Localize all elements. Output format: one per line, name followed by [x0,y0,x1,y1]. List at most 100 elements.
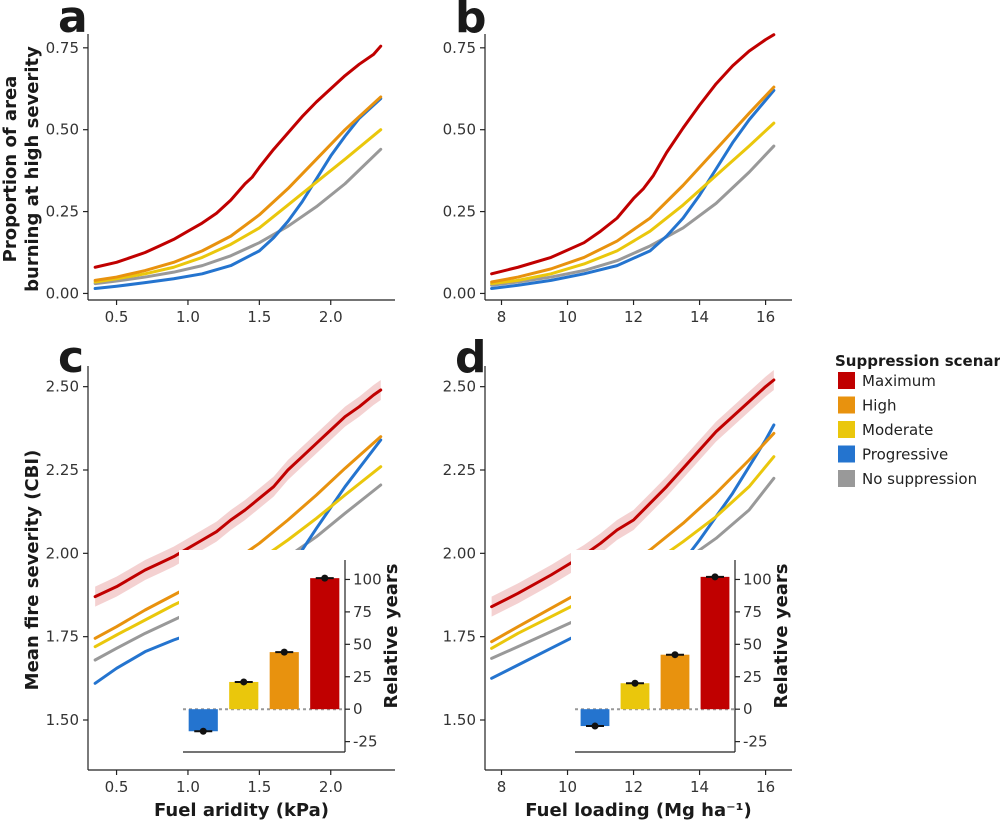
y-tick-label: 0.00 [46,284,79,302]
x-tick-label: 10 [558,778,577,796]
panel-a-chart: a 0.5 1.0 1.5 2.0 0.00 0.25 0.50 0.75 Proportion … [0,0,395,326]
x-axis-title: Fuel aridity (kPa) [154,800,329,821]
y-tick-label: 0.75 [443,39,476,57]
x-tick-label: 16 [756,308,775,326]
inset-bar-maximum [310,578,340,710]
x-axis-title: Fuel loading (Mg ha⁻¹) [525,800,751,821]
y-tick-label: 1.75 [443,628,476,646]
inset-bar-point [591,722,599,730]
y-axis-title: burning at high severity [22,46,43,292]
series-line-progressive [93,97,383,291]
inset-bar-point [321,574,329,582]
y-axis-title: Proportion of area [0,76,21,263]
y-tick-label: 0.25 [46,203,79,221]
y-tick-label: 2.00 [443,544,476,562]
legend: Suppression scenario Maximum High Moderate P… [835,352,1000,488]
series-line-maximum [93,44,383,269]
inset-bar-chart: -25 0 25 50 75 100 Relative years [179,550,402,756]
y-tick-label: 2.25 [46,461,79,479]
x-tick-label: 8 [497,778,507,796]
x-tick-label: 16 [756,778,775,796]
inset-y-tick-label: 25 [353,668,372,686]
series-line-high [490,85,776,284]
x-tick-label: 14 [690,308,709,326]
inset-bar-high [269,652,299,710]
x-tick-label: 12 [624,308,643,326]
inset-y-tick-label: -25 [743,733,768,751]
y-tick-label: 2.25 [443,461,476,479]
x-tick-label: 2.0 [319,778,343,796]
inset-y-tick-label: 75 [353,603,372,621]
inset-bar-point [711,573,719,581]
series-line-progressive [490,88,776,291]
series-line-high [93,95,383,282]
panel-b-chart: b 8 10 12 14 16 0.00 0.25 0.50 0.75 [443,0,792,326]
legend-item-label: Moderate [862,421,933,439]
inset-bar-moderate [620,683,650,710]
inset-y-tick-label: 100 [353,570,382,588]
inset-bar-high [660,654,690,710]
panel-d-chart: d 8 10 12 14 16 1.50 1.75 2.00 2.25 2.50 Fuel loadi… [443,332,792,821]
panel-letter: a [58,0,88,43]
panel-letter: b [455,0,487,43]
x-tick-label: 1.0 [176,308,200,326]
inset-bar-point [280,648,288,656]
inset-bar-maximum [700,576,730,710]
y-tick-label: 1.75 [46,628,79,646]
inset-y-tick-label: 0 [743,700,753,718]
panel-c-chart: c 0.5 1.0 1.5 2.0 1.50 1.75 2.00 2.25 2.50 Mean fi… [22,332,402,821]
y-tick-label: 2.00 [46,544,79,562]
inset-y-tick-label: -25 [353,733,378,751]
legend-item-label: High [862,397,896,415]
series-line-moderate [93,128,383,284]
inset-bar-progressive [580,709,610,727]
panel-letter: c [58,332,84,383]
panel-letter: d [455,332,487,383]
series-line-no-suppression [93,147,383,286]
legend-item-label: Progressive [862,446,948,464]
inset-bar-moderate [229,681,259,710]
x-tick-label: 12 [624,778,643,796]
x-tick-label: 1.5 [247,778,271,796]
series-line-maximum [93,388,383,599]
inset-y-tick-label: 100 [743,570,772,588]
inset-y-tick-label: 25 [743,668,762,686]
inset-y-axis-title: Relative years [381,563,402,708]
x-tick-label: 1.0 [176,778,200,796]
series-line-no-suppression [490,144,776,287]
inset-bar-point [671,651,679,659]
x-tick-label: 14 [690,778,709,796]
x-tick-label: 8 [497,308,507,326]
x-tick-label: 10 [558,308,577,326]
inset-y-tick-label: 50 [743,635,762,653]
inset-y-tick-label: 50 [353,635,372,653]
y-tick-label: 0.50 [443,121,476,139]
legend-item-label: No suppression [862,470,977,488]
y-tick-label: 0.50 [46,121,79,139]
inset-bar-progressive [188,709,218,732]
inset-y-tick-label: 0 [353,700,363,718]
x-tick-label: 0.5 [105,778,129,796]
x-tick-label: 1.5 [247,308,271,326]
y-axis-title: Mean fire severity (CBI) [22,450,43,691]
legend-swatch-moderate [838,421,855,438]
series-line-maximum [490,378,776,609]
series-line-moderate [490,121,776,286]
inset-y-tick-label: 75 [743,603,762,621]
legend-swatch-maximum [838,372,855,389]
y-tick-label: 2.50 [46,378,79,396]
x-tick-label: 2.0 [319,308,343,326]
y-tick-label: 2.50 [443,378,476,396]
inset-bar-point [240,678,248,686]
y-tick-label: 0.75 [46,39,79,57]
y-tick-label: 0.25 [443,203,476,221]
y-tick-label: 0.00 [443,284,476,302]
legend-swatch-no-suppression [838,470,855,487]
inset-bar-point [631,679,639,687]
x-tick-label: 0.5 [105,308,129,326]
inset-y-axis-title: Relative years [771,563,792,708]
legend-swatch-progressive [838,445,855,463]
legend-item-label: Maximum [862,372,936,390]
y-tick-label: 1.50 [443,711,476,729]
